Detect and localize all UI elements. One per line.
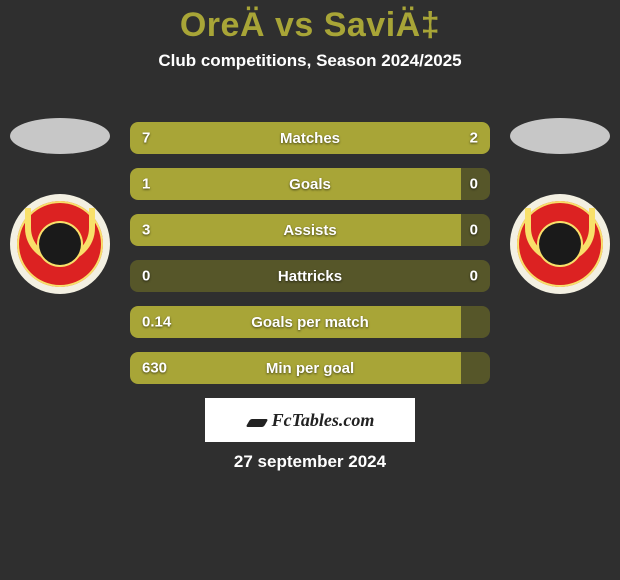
player-right-avatar-ellipse — [510, 118, 610, 154]
brand-swoosh-icon — [246, 409, 268, 431]
stat-value-left: 7 — [142, 130, 150, 147]
stat-value-right: 0 — [470, 222, 478, 239]
stat-label: Assists — [283, 222, 336, 239]
badge-ball-icon — [39, 223, 81, 265]
stat-value-left: 1 — [142, 176, 150, 193]
badge-inner-circle — [17, 201, 103, 287]
brand-text: FcTables.com — [272, 410, 375, 431]
stat-value-right: 0 — [470, 176, 478, 193]
stat-label: Goals — [289, 176, 331, 193]
subtitle: Club competitions, Season 2024/2025 — [0, 51, 620, 71]
club-badge-right — [510, 194, 610, 294]
stat-value-left: 0 — [142, 268, 150, 285]
stat-value-right: 2 — [470, 130, 478, 147]
player-right-column — [510, 118, 610, 294]
footer-date: 27 september 2024 — [0, 452, 620, 472]
badge-inner-circle — [517, 201, 603, 287]
stats-container: 7 Matches 2 1 Goals 0 3 Assists 0 0 Hatt… — [130, 122, 490, 398]
badge-outer-ring — [510, 194, 610, 294]
stat-label: Matches — [280, 130, 340, 147]
stat-row: 0 Hattricks 0 — [130, 260, 490, 292]
player-left-avatar-ellipse — [10, 118, 110, 154]
stat-value-left: 0.14 — [142, 314, 171, 331]
stat-label: Hattricks — [278, 268, 342, 285]
page-title: OreÄ vs SaviÄ‡ — [0, 0, 620, 45]
player-left-column — [10, 118, 110, 294]
stat-row: 7 Matches 2 — [130, 122, 490, 154]
club-badge-left — [10, 194, 110, 294]
stat-row: 0.14 Goals per match — [130, 306, 490, 338]
badge-ball-icon — [539, 223, 581, 265]
stat-value-right: 0 — [470, 268, 478, 285]
stat-label: Goals per match — [251, 314, 369, 331]
badge-outer-ring — [10, 194, 110, 294]
stat-row: 1 Goals 0 — [130, 168, 490, 200]
stat-value-left: 630 — [142, 360, 167, 377]
stat-row: 3 Assists 0 — [130, 214, 490, 246]
stat-row: 630 Min per goal — [130, 352, 490, 384]
stat-label: Min per goal — [266, 360, 354, 377]
stat-value-left: 3 — [142, 222, 150, 239]
stat-fill-left — [130, 122, 389, 154]
watermark-brand: FcTables.com — [205, 398, 415, 442]
